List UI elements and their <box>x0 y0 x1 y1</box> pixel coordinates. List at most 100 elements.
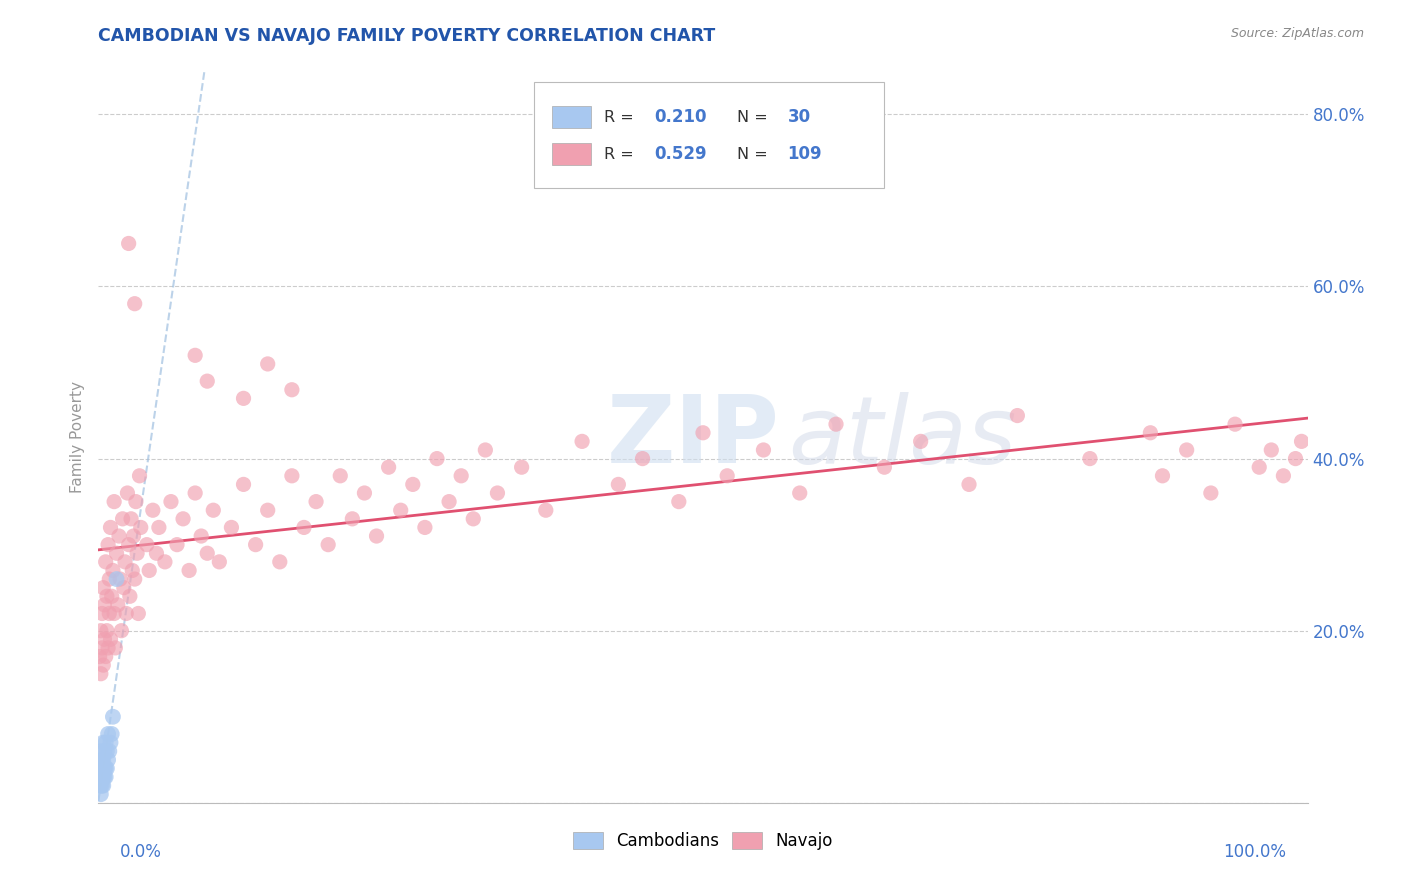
Point <box>91 658 114 673</box>
Point <box>571 434 593 449</box>
Point <box>631 451 654 466</box>
Point <box>160 494 183 508</box>
Point <box>1152 468 1174 483</box>
Point <box>190 529 212 543</box>
Point <box>153 555 176 569</box>
Point <box>94 735 117 749</box>
Point <box>97 640 120 655</box>
Point <box>91 753 114 767</box>
Point <box>98 607 121 621</box>
Point <box>91 581 114 595</box>
Bar <box>551 106 591 128</box>
Point <box>166 538 188 552</box>
Point <box>90 753 112 767</box>
Point <box>98 744 121 758</box>
Point <box>115 607 138 621</box>
Point <box>100 589 122 603</box>
Point <box>142 503 165 517</box>
Point <box>437 494 460 508</box>
Point <box>91 779 114 793</box>
Text: 109: 109 <box>787 145 823 163</box>
Point <box>96 761 118 775</box>
Point <box>184 348 207 362</box>
Point <box>91 779 114 793</box>
FancyBboxPatch shape <box>534 82 884 188</box>
Point <box>124 296 146 310</box>
Point <box>1260 442 1282 457</box>
Point <box>1284 451 1306 466</box>
Point <box>125 494 148 508</box>
Point <box>91 770 114 784</box>
Point <box>145 546 167 560</box>
Point <box>256 357 278 371</box>
Point <box>305 494 328 508</box>
Point <box>873 460 896 475</box>
Text: atlas: atlas <box>787 392 1017 483</box>
Point <box>281 383 304 397</box>
Point <box>118 236 141 251</box>
Point <box>269 555 291 569</box>
Point <box>90 761 112 775</box>
Point <box>232 477 254 491</box>
Point <box>1291 434 1313 449</box>
Point <box>607 477 630 491</box>
Point <box>232 392 254 406</box>
Point <box>957 477 980 491</box>
Point <box>172 512 194 526</box>
Text: 30: 30 <box>787 109 811 127</box>
Point <box>825 417 848 432</box>
Point <box>91 607 114 621</box>
Point <box>366 529 388 543</box>
Point <box>89 649 111 664</box>
Point <box>108 529 131 543</box>
Point <box>353 486 375 500</box>
Point <box>94 649 117 664</box>
Point <box>1272 468 1295 483</box>
Point <box>97 727 120 741</box>
Text: CAMBODIAN VS NAVAJO FAMILY POVERTY CORRELATION CHART: CAMBODIAN VS NAVAJO FAMILY POVERTY CORRE… <box>98 27 716 45</box>
Point <box>110 624 132 638</box>
Point <box>93 744 115 758</box>
Text: R =: R = <box>603 146 638 161</box>
Point <box>910 434 932 449</box>
Point <box>100 727 122 741</box>
Point <box>692 425 714 440</box>
Point <box>789 486 811 500</box>
Point <box>195 374 218 388</box>
Point <box>208 555 231 569</box>
Point <box>281 468 304 483</box>
Point <box>117 486 139 500</box>
Point <box>100 735 122 749</box>
Point <box>329 468 352 483</box>
Point <box>93 770 115 784</box>
Point <box>179 564 201 578</box>
Point <box>90 666 112 681</box>
Point <box>90 779 112 793</box>
Point <box>101 564 124 578</box>
Text: 0.529: 0.529 <box>655 145 707 163</box>
Point <box>148 520 170 534</box>
Text: Source: ZipAtlas.com: Source: ZipAtlas.com <box>1230 27 1364 40</box>
Point <box>93 632 115 647</box>
Point <box>100 520 122 534</box>
Point <box>104 640 127 655</box>
Point <box>450 468 472 483</box>
Point <box>510 460 533 475</box>
Point <box>90 744 112 758</box>
Point <box>1175 442 1198 457</box>
Text: 0.210: 0.210 <box>655 109 707 127</box>
Point <box>91 770 114 784</box>
Point <box>1249 460 1271 475</box>
Point <box>118 538 141 552</box>
Legend: Cambodians, Navajo: Cambodians, Navajo <box>567 825 839 856</box>
Y-axis label: Family Poverty: Family Poverty <box>69 381 84 493</box>
Point <box>377 460 399 475</box>
Point <box>195 546 218 560</box>
Point <box>402 477 425 491</box>
Point <box>93 598 115 612</box>
Point <box>221 520 243 534</box>
Point <box>245 538 267 552</box>
Point <box>127 546 149 560</box>
Point <box>105 572 128 586</box>
Point <box>111 512 134 526</box>
